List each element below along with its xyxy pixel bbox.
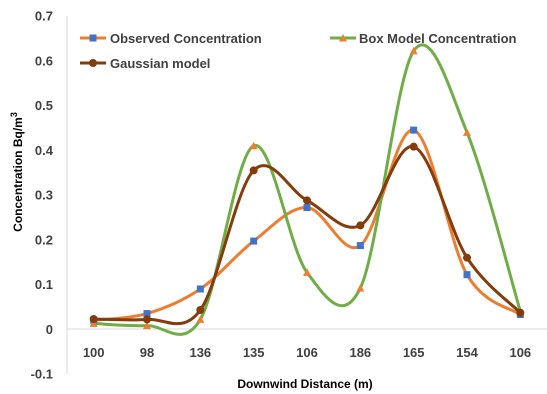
data-point-triangle (196, 315, 205, 323)
data-point-triangle (463, 128, 471, 136)
y-tick-label: 0.3 (35, 188, 53, 203)
y-axis-title: Concentration Bq/m3 (9, 112, 25, 232)
y-tick-label: 0.7 (35, 9, 53, 24)
x-tick-label: 136 (189, 345, 211, 360)
data-point-circle (249, 166, 258, 175)
x-tick-label: 100 (83, 345, 105, 360)
x-axis-title: Downwind Distance (m) (237, 377, 372, 391)
data-point-circle (463, 253, 471, 262)
x-tick-label: 106 (296, 345, 318, 360)
series-line-1 (93, 43, 522, 336)
data-point-square (356, 242, 364, 250)
data-point-circle (303, 196, 311, 205)
data-point-circle (409, 142, 418, 151)
y-tick-label: 0.6 (35, 53, 53, 68)
legend-marker-gaussian (89, 59, 97, 67)
x-tick-label: 165 (403, 345, 425, 360)
legend-item-gaussian: Gaussian model (80, 56, 210, 71)
x-tick-label: 106 (509, 345, 531, 360)
x-tick-label: 186 (349, 345, 371, 360)
data-point-circle (143, 315, 151, 324)
y-tick-label: 0 (46, 322, 53, 337)
legend: Observed Concentration Box Model Concent… (80, 31, 517, 71)
legend-marker-box-model (339, 34, 347, 42)
x-tick-label: 154 (456, 345, 478, 360)
x-tick-label: 98 (140, 345, 154, 360)
data-point-square (250, 237, 258, 245)
data-point-triangle (409, 46, 418, 55)
data-point-circle (356, 221, 365, 230)
legend-label-observed: Observed Concentration (110, 31, 262, 46)
x-tick-labels: 100 98 136 135 106 186 165 154 106 (83, 345, 531, 360)
y-axis-title-main: Concentration Bq/m (11, 117, 25, 232)
data-point-triangle (249, 141, 258, 150)
legend-label-box-model: Box Model Concentration (359, 31, 517, 46)
data-point-triangle (143, 321, 151, 330)
series-line-2 (93, 145, 522, 326)
data-point-triangle (89, 319, 98, 327)
series-line-0 (93, 128, 522, 322)
data-point-triangle (356, 284, 365, 292)
series-lines (93, 43, 522, 336)
data-point-square (303, 204, 311, 212)
data-point-square (410, 126, 418, 134)
legend-marker-observed (89, 34, 97, 42)
x-tick-label: 135 (243, 345, 265, 360)
data-point-circle (89, 314, 98, 323)
y-tick-label: -0.1 (31, 367, 53, 382)
y-axis-title-superscript: 3 (9, 112, 19, 117)
legend-item-box-model: Box Model Concentration (330, 31, 517, 46)
data-point-square (196, 285, 204, 293)
data-point-square (143, 310, 151, 318)
y-tick-label: 0.5 (35, 98, 53, 113)
y-tick-label: 0.4 (35, 143, 54, 158)
data-point-circle (516, 308, 525, 317)
legend-label-gaussian: Gaussian model (110, 56, 210, 71)
legend-item-observed: Observed Concentration (80, 31, 262, 46)
data-point-square (463, 271, 471, 279)
y-tick-label: 0.1 (35, 277, 53, 292)
data-point-triangle (303, 268, 311, 276)
y-tick-label: 0.2 (35, 232, 53, 247)
series-markers (89, 46, 525, 330)
y-tick-labels: -0.1 0 0.1 0.2 0.3 0.4 0.5 0.6 0.7 (31, 9, 54, 382)
data-point-circle (196, 306, 205, 315)
